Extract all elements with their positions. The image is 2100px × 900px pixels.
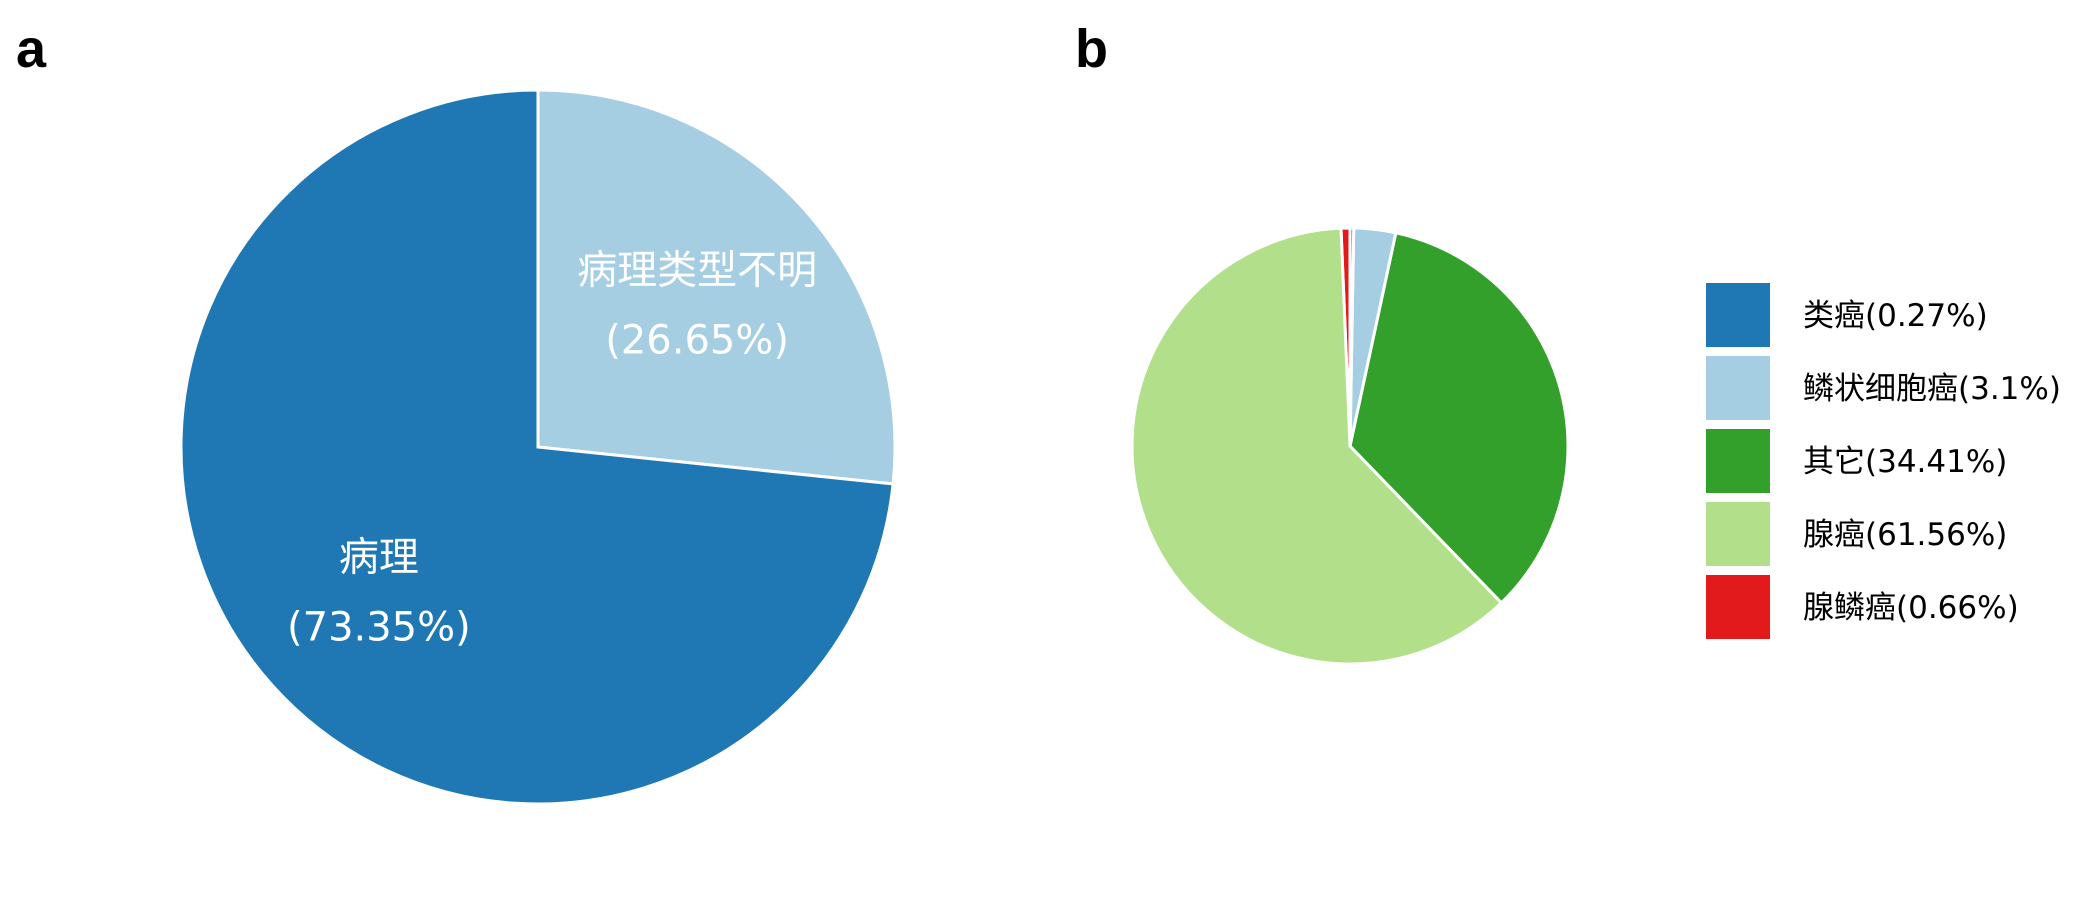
- legend-b-label-1: 鳞状细胞癌(3.1%): [1803, 371, 2061, 407]
- pie-a-slice-1: [179, 88, 895, 806]
- legend-b-label-2: 其它(34.41%): [1803, 444, 2007, 480]
- pie-b-slice-2: [1348, 231, 1570, 605]
- legend-b-swatch-3: [1706, 502, 1770, 566]
- legend-b-swatch-1: [1706, 356, 1770, 420]
- pie-a-slice-pct-0: (26.65%): [605, 318, 789, 364]
- panel-b-letter: b: [1075, 19, 1108, 79]
- legend-b-swatch-0: [1706, 283, 1770, 347]
- legend-b-label-0: 类癌(0.27%): [1803, 298, 1988, 334]
- pie-a-slice-0: [536, 88, 897, 486]
- pie-a-slice-label-1: 病理: [339, 534, 419, 580]
- pie-a-slice-label-0: 病理类型不明: [577, 248, 817, 294]
- pie-chart-b: [1130, 226, 1570, 666]
- legend-b: 类癌(0.27%) 鳞状细胞癌(3.1%) 其它(34.41%) 腺癌(61.56%)…: [1706, 283, 2061, 639]
- pie-b-slice-3: [1130, 226, 1504, 666]
- legend-b-label-4: 腺鳞癌(0.66%): [1803, 590, 2019, 626]
- legend-b-swatch-4: [1706, 575, 1770, 639]
- pie-a-slice-pct-1: (73.35%): [287, 604, 471, 650]
- pie-chart-a: 病理类型不明 (26.65%) 病理 (73.35%): [179, 88, 897, 806]
- legend-b-swatch-2: [1706, 429, 1770, 493]
- panel-a-letter: a: [16, 19, 47, 79]
- pie-b-slice-0: [1348, 226, 1356, 447]
- legend-b-label-3: 腺癌(61.56%): [1803, 517, 2007, 553]
